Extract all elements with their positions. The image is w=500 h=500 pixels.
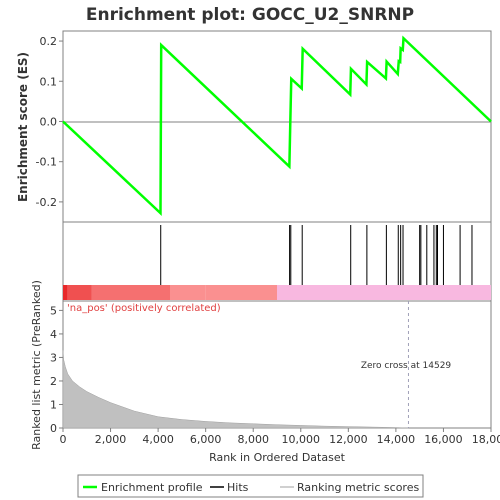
x-tick-label: 4,000 [142,433,174,446]
x-tick-label: 16,000 [424,433,463,446]
es-y-tick-label: 0.0 [40,115,58,128]
zero-cross-label: Zero cross at 14529 [361,361,452,371]
hit-lines [160,225,473,285]
color-bar-segment [170,285,206,300]
chart-title: Enrichment plot: GOCC_U2_SNRNP [86,5,414,25]
metric-y-axis-label: Ranked list metric (PreRanked) [30,280,43,450]
es-y-tick-label: -0.2 [36,196,57,209]
metric-y-ticks: 0 1 2 3 4 5 [50,304,63,435]
enrichment-profile-line [62,35,492,217]
x-tick-label: 0 [60,433,67,446]
x-axis-label: Rank in Ordered Dataset [209,451,346,464]
ranking-metric-area [62,350,409,429]
x-tick-label: 6,000 [190,433,222,446]
es-y-tick-label: -0.1 [36,156,57,169]
x-tick-label: 14,000 [377,433,416,446]
x-tick-label: 2,000 [95,433,127,446]
color-bar-segment [205,285,277,300]
hits-panel [62,221,492,302]
x-tick-label: 8,000 [237,433,269,446]
legend-hits-label: Hits [227,481,249,494]
color-bar-segment [67,285,92,300]
color-bar-segment [277,285,491,300]
es-panel: 0.2 0.1 0.0 -0.1 -0.2 Enrichment score (ES) [16,30,492,223]
metric-y-tick-label: 2 [50,375,57,388]
es-y-tick-label: 0.1 [40,75,58,88]
legend-enrichment-label: Enrichment profile [101,481,203,494]
metric-y-tick-label: 4 [50,328,57,341]
es-y-ticks: 0.2 0.1 0.0 -0.1 -0.2 [36,35,63,209]
metric-y-tick-label: 0 [50,422,57,435]
x-tick-label: 12,000 [329,433,368,446]
legend-box [77,474,424,498]
x-tick-label: 10,000 [282,433,321,446]
positive-label: 'na_pos' (positively correlated) [67,303,221,314]
color-bar-segment [63,285,68,300]
legend: Enrichment profile Hits Ranking metric s… [77,474,424,498]
metric-panel: Zero cross at 14529 'na_pos' (positively… [30,280,492,450]
metric-y-tick-label: 3 [50,351,57,364]
color-bar-segment [91,285,170,300]
legend-metric-label: Ranking metric scores [297,481,419,494]
ranking-color-bar [63,285,491,300]
es-y-axis-label: Enrichment score (ES) [16,52,30,202]
metric-y-tick-label: 1 [50,398,57,411]
es-y-tick-label: 0.2 [40,35,58,48]
x-axis-ticks: 0 2,000 4,000 6,000 8,000 10,000 12,000 14,000 1… [60,428,500,446]
metric-y-tick-label: 5 [50,304,57,317]
x-tick-label: 18,000 [472,433,500,446]
